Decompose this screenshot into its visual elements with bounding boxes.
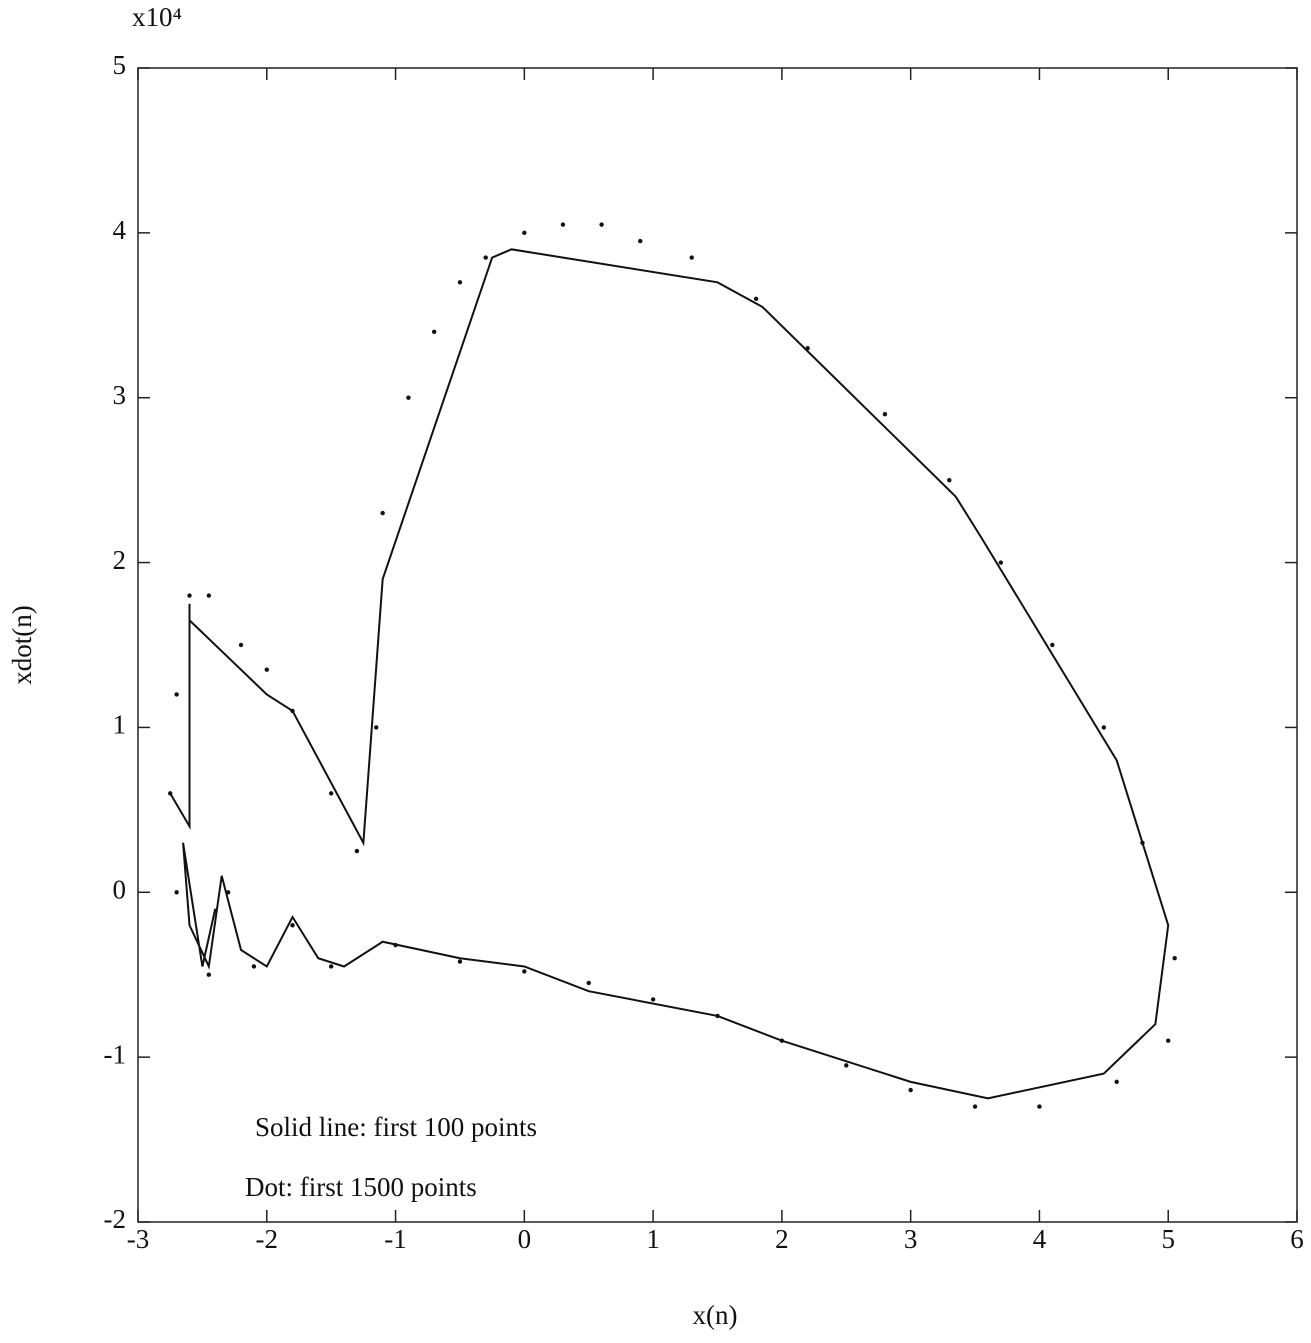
trajectory-dot	[264, 667, 269, 672]
x-axis-label: x(n)	[693, 1300, 738, 1330]
x-tick-label: -2	[256, 1224, 279, 1254]
trajectory-dot	[1172, 956, 1177, 961]
trajectory-dot	[1037, 1104, 1042, 1109]
x-tick-label: 0	[518, 1224, 532, 1254]
trajectory-dot	[483, 255, 488, 260]
x-tick-label: 2	[775, 1224, 789, 1254]
trajectory-dot	[586, 980, 591, 986]
y-tick-label: 2	[113, 545, 127, 575]
trajectory-dot	[1166, 1038, 1171, 1043]
trajectory-dot	[380, 510, 385, 516]
y-tick-label: 3	[113, 380, 127, 410]
y-tick-label: -1	[104, 1039, 127, 1069]
y-axis-label: xdot(n)	[7, 605, 37, 684]
trajectory-dot	[1101, 725, 1107, 730]
trajectory-dot	[225, 890, 231, 895]
trajectory-dot	[174, 890, 179, 895]
annotation: Solid line: first 100 points	[255, 1112, 537, 1142]
trajectory-dot	[1050, 642, 1055, 648]
trajectory-dot	[947, 477, 952, 483]
trajectory-dot	[882, 412, 888, 417]
x-tick-label: -1	[384, 1224, 407, 1254]
x-tick-label: 6	[1290, 1224, 1304, 1254]
trajectory-dot	[393, 942, 398, 948]
y-tick-label: -2	[104, 1204, 127, 1234]
trajectory-dot	[174, 692, 179, 697]
trajectory-dot	[457, 959, 463, 964]
x-tick-label: 1	[646, 1224, 660, 1254]
x-tick-label: 5	[1161, 1224, 1175, 1254]
trajectory-dot	[689, 255, 694, 260]
trajectory-dot	[1140, 840, 1145, 846]
trajectory-dot	[167, 791, 173, 796]
trajectory-dot	[560, 222, 566, 227]
trajectory-dot	[187, 593, 192, 598]
trajectory-dot	[328, 791, 334, 796]
trajectory-dot	[599, 222, 604, 227]
axis-multiplier: x10⁴	[132, 2, 182, 32]
x-tick-label: 3	[904, 1224, 918, 1254]
y-tick-label: 5	[113, 50, 127, 80]
trajectory-dot	[238, 642, 244, 648]
annotation: Dot: first 1500 points	[245, 1172, 477, 1202]
trajectory-dot	[908, 1087, 913, 1093]
trajectory-dot	[998, 560, 1004, 565]
trajectory-dot	[206, 972, 212, 977]
trajectory-dot	[290, 708, 295, 714]
trajectory-dot	[779, 1038, 785, 1043]
trajectory-dot	[374, 725, 379, 730]
trajectory-dot	[354, 848, 360, 854]
y-tick-label: 0	[113, 874, 127, 904]
trajectory-dot	[431, 329, 437, 334]
x-tick-label: 4	[1033, 1224, 1047, 1254]
trajectory-dot	[844, 1063, 849, 1068]
trajectory-dot	[638, 238, 643, 244]
x-tick-label: -3	[127, 1224, 150, 1254]
trajectory-dot	[805, 346, 810, 351]
trajectory-dot	[406, 395, 411, 400]
trajectory-line	[169, 248, 1170, 1100]
trajectory-dot	[328, 964, 334, 969]
trajectory-dot	[522, 230, 527, 236]
trajectory-dot	[251, 964, 257, 969]
y-tick-label: 1	[113, 710, 127, 740]
trajectory-dot	[972, 1104, 978, 1109]
trajectory-dot	[753, 296, 759, 301]
plot-frame	[137, 67, 1298, 1223]
trajectory-dot	[1114, 1079, 1119, 1085]
trajectory-dot	[457, 280, 463, 285]
trajectory-dot	[715, 1013, 720, 1019]
trajectory-dot	[206, 593, 212, 598]
trajectory-dot	[522, 969, 527, 974]
y-tick-label: 4	[113, 215, 127, 245]
trajectory-dot	[650, 997, 656, 1002]
trajectory-dot	[290, 923, 295, 928]
